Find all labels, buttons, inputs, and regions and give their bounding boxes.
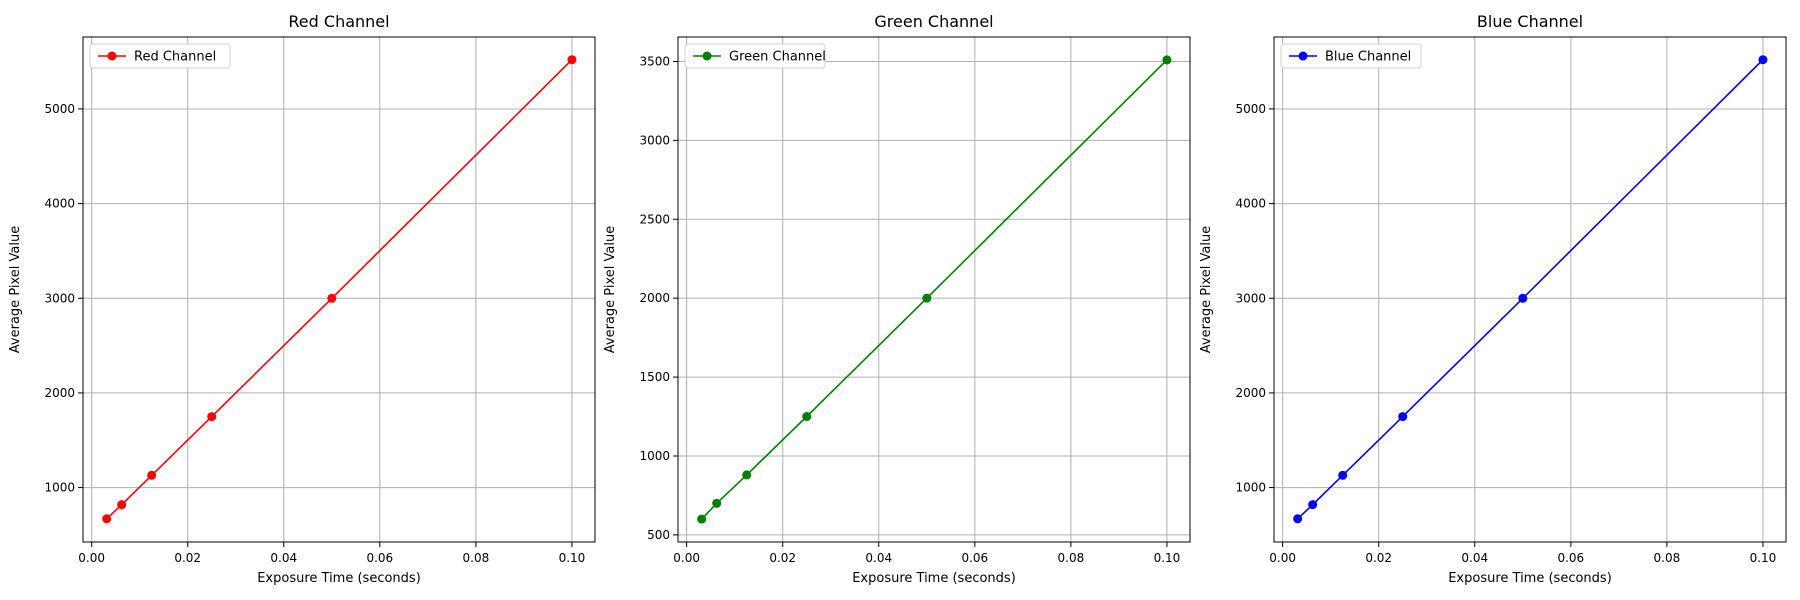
y-tick-label: 1000 <box>1235 481 1266 495</box>
y-tick-label: 4000 <box>44 197 75 211</box>
y-tick-label: 2500 <box>639 212 670 226</box>
legend-frame <box>1280 43 1422 69</box>
data-point <box>147 470 157 480</box>
x-tick-label: 0.02 <box>1365 551 1392 565</box>
data-point <box>922 293 932 303</box>
data-point <box>207 412 217 422</box>
x-tick-label: 0.04 <box>270 551 297 565</box>
x-axis-label: Exposure Time (seconds) <box>852 571 1016 586</box>
legend-label: Green Channel <box>729 50 826 65</box>
data-point <box>697 514 707 524</box>
legend-frame <box>89 43 231 69</box>
y-tick-label: 2000 <box>1235 386 1266 400</box>
x-tick-label: 0.02 <box>769 551 796 565</box>
y-tick-label: 5000 <box>1235 102 1266 116</box>
legend: Blue Channel <box>1280 43 1422 69</box>
x-tick-label: 0.00 <box>1269 551 1296 565</box>
legend-marker <box>107 51 117 61</box>
y-tick-label: 1000 <box>44 481 75 495</box>
chart-title: Red Channel <box>288 12 389 31</box>
data-point <box>1308 500 1318 510</box>
y-tick-label: 4000 <box>1235 197 1266 211</box>
legend-marker <box>702 51 712 61</box>
y-tick-label: 3000 <box>44 291 75 305</box>
y-tick-label: 3000 <box>639 133 670 147</box>
data-point <box>1758 55 1768 65</box>
series-line <box>106 59 573 520</box>
legend-label: Blue Channel <box>1325 50 1411 65</box>
x-axis-label: Exposure Time (seconds) <box>1448 571 1612 586</box>
axes-frame <box>1273 36 1787 543</box>
data-point <box>1518 293 1528 303</box>
legend-frame <box>684 43 826 69</box>
chart-title: Blue Channel <box>1477 12 1583 31</box>
x-tick-label: 0.00 <box>78 551 105 565</box>
legend: Green Channel <box>684 43 826 69</box>
y-axis-label: Average Pixel Value <box>8 226 23 353</box>
x-tick-label: 0.10 <box>1750 551 1777 565</box>
y-tick-label: 3000 <box>1235 291 1266 305</box>
axes-frame <box>82 36 596 543</box>
axes-frame <box>677 36 1191 543</box>
data-point <box>102 514 112 524</box>
x-tick-label: 0.06 <box>1557 551 1584 565</box>
data-point <box>802 412 812 422</box>
y-tick-label: 3500 <box>639 54 670 68</box>
blue-channel-chart: 0.00 0.02 0.04 0.06 0.08 0.10 1000 2000 3000 4000… <box>1199 12 1787 586</box>
green-channel-chart: 0.00 0.02 0.04 0.06 0.08 0.10 500 1000 1500 2000 2… <box>603 12 1191 586</box>
legend-marker <box>1298 51 1308 61</box>
x-axis-label: Exposure Time (seconds) <box>257 571 421 586</box>
y-tick-label: 1000 <box>639 449 670 463</box>
red-channel-chart: 0.00 0.02 0.04 0.06 0.08 0.10 1000 2000 3000 4000… <box>8 12 596 586</box>
data-point <box>567 55 577 65</box>
data-point <box>1162 55 1172 65</box>
data-point <box>117 500 127 510</box>
x-tick-label: 0.06 <box>961 551 988 565</box>
y-tick-label: 2000 <box>639 291 670 305</box>
chart-title: Green Channel <box>874 12 993 31</box>
y-axis-label: Average Pixel Value <box>1199 226 1214 353</box>
data-point <box>742 470 752 480</box>
x-tick-label: 0.02 <box>174 551 201 565</box>
x-tick-label: 0.08 <box>1654 551 1681 565</box>
data-point <box>1338 470 1348 480</box>
y-tick-label: 500 <box>647 528 670 542</box>
x-tick-label: 0.06 <box>366 551 393 565</box>
data-point <box>712 498 722 508</box>
data-point <box>1293 514 1303 524</box>
data-point <box>327 293 337 303</box>
x-tick-label: 0.04 <box>1461 551 1488 565</box>
x-tick-label: 0.00 <box>673 551 700 565</box>
y-tick-label: 2000 <box>44 386 75 400</box>
y-tick-label: 5000 <box>44 102 75 116</box>
x-tick-label: 0.08 <box>463 551 490 565</box>
x-tick-label: 0.08 <box>1058 551 1085 565</box>
legend: Red Channel <box>89 43 231 69</box>
series-line <box>1297 59 1764 520</box>
y-axis-label: Average Pixel Value <box>603 226 618 353</box>
x-tick-label: 0.04 <box>865 551 892 565</box>
data-point <box>1398 412 1408 422</box>
series-line <box>701 59 1168 520</box>
legend-label: Red Channel <box>134 50 216 65</box>
x-tick-label: 0.10 <box>1154 551 1181 565</box>
x-tick-label: 0.10 <box>559 551 586 565</box>
y-tick-label: 1500 <box>639 370 670 384</box>
